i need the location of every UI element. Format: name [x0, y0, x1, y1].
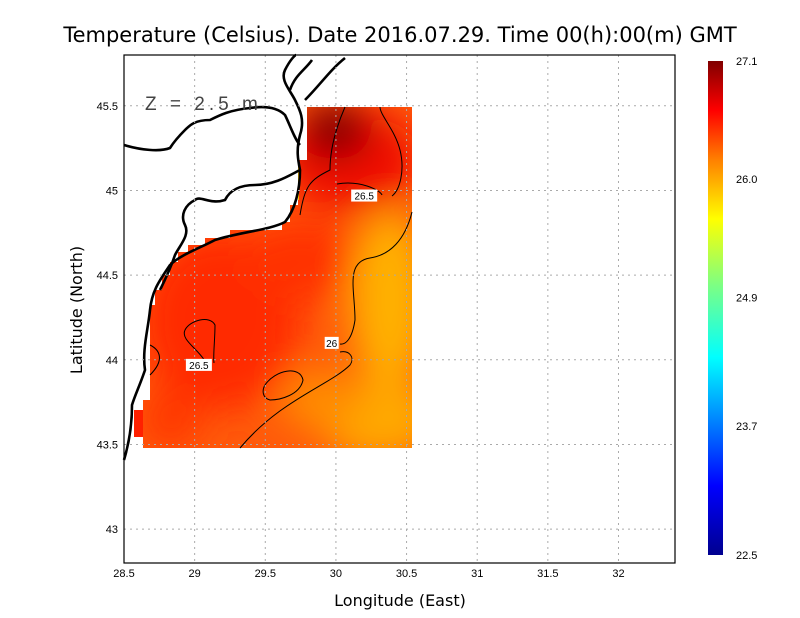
x-tick-label: 29	[189, 568, 201, 580]
contour-line	[336, 106, 403, 197]
contour-labels: 26.5 26 26.5	[185, 189, 378, 372]
contour-label-bg	[324, 336, 339, 349]
colorbar-tick-label: 27.1	[736, 56, 757, 68]
y-tick-label: 44.5	[97, 270, 118, 282]
colorbar-ticks: 22.5 23.7 24.9 26.0 27.1	[736, 56, 757, 562]
temperature-field	[143, 107, 412, 448]
y-tick-label: 45.5	[97, 101, 118, 113]
x-tick-label: 31	[471, 568, 483, 580]
colorbar-tick-label: 24.9	[736, 292, 757, 304]
colorbar-tick-label: 23.7	[736, 421, 757, 433]
x-tick-label: 30.5	[396, 568, 417, 580]
x-axis-ticks: 28.5 29 29.5 30 30.5 31 31.5 32	[113, 568, 624, 580]
plot-frame	[123, 54, 676, 564]
y-axis-label: Latitude (North)	[67, 246, 86, 374]
x-tick-label: 29.5	[255, 568, 276, 580]
contour-line	[262, 370, 304, 401]
x-tick-label: 32	[612, 568, 624, 580]
contour-line	[183, 319, 216, 364]
coastline-path	[123, 105, 301, 152]
coastline-path	[304, 56, 346, 101]
contour-label: 26.5	[354, 192, 374, 203]
contour-label-bg	[351, 189, 378, 202]
contour-line	[299, 106, 346, 216]
colorbar-tick-label: 26.0	[736, 174, 757, 186]
y-tick-label: 43.5	[97, 439, 118, 451]
x-tick-label: 30	[330, 568, 342, 580]
coastal-cell	[134, 410, 143, 437]
colorbar	[708, 61, 723, 555]
contour-line	[149, 344, 160, 376]
contour-label: 26	[326, 339, 338, 350]
y-tick-label: 45	[106, 185, 118, 197]
x-axis-label: Longitude (East)	[334, 591, 466, 610]
chart-title: Temperature (Celsius). Date 2016.07.29. …	[62, 23, 737, 47]
depth-annotation: Z = 2.5 m	[145, 94, 262, 115]
x-tick-label: 31.5	[537, 568, 558, 580]
y-axis-ticks: 43 43.5 44 44.5 45 45.5	[97, 101, 118, 536]
contour-lines	[149, 106, 413, 449]
contour-label-bg	[185, 358, 212, 371]
coastline-path	[122, 53, 304, 461]
colorbar-tick-label: 22.5	[736, 550, 757, 562]
contour-line	[239, 211, 413, 449]
coastline-path	[288, 59, 314, 91]
y-tick-label: 43	[106, 524, 118, 536]
contour-label: 26.5	[189, 361, 209, 372]
x-tick-label: 28.5	[113, 568, 134, 580]
y-tick-label: 44	[106, 355, 118, 367]
grid-lines	[124, 55, 675, 563]
